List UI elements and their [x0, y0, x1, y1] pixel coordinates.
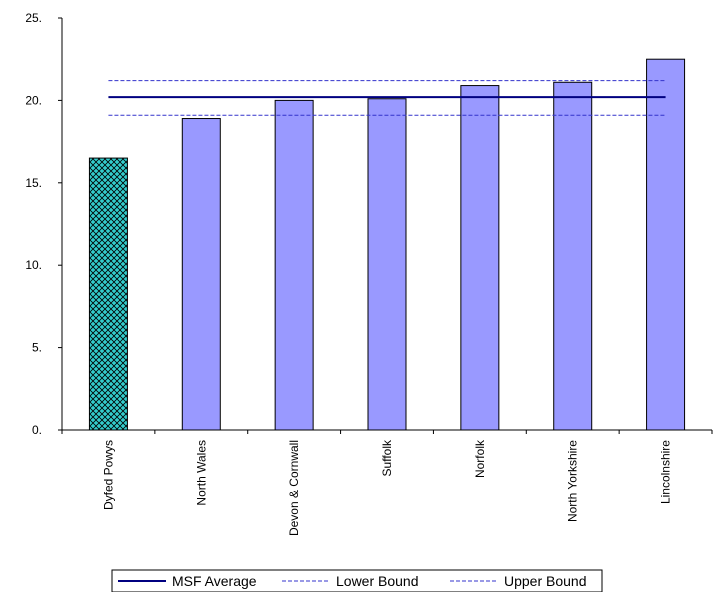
y-tick-label: 5.	[32, 341, 42, 355]
bar-lincolnshire	[646, 58, 686, 431]
bars	[88, 58, 686, 431]
x-tick-label: Lincolnshire	[659, 440, 673, 504]
legend-label: Lower Bound	[336, 573, 419, 589]
bar-north-yorkshire	[553, 81, 593, 431]
y-tick-label: 20.	[25, 93, 42, 107]
bar-devon-cornwall	[274, 99, 314, 431]
legend: MSF Average Lower Bound Upper Bound	[111, 569, 603, 592]
bar-suffolk	[367, 98, 407, 431]
x-tick-labels: Dyfed Powys North Wales Devon & Cornwall Su…	[101, 439, 672, 536]
bar-north-wales	[181, 118, 221, 431]
y-tick-label: 25.	[25, 11, 42, 25]
bar-norfolk	[460, 85, 500, 431]
x-tick-label: Dyfed Powys	[101, 440, 115, 510]
bar-dyfed-powys	[88, 157, 128, 431]
reference-lines	[108, 80, 666, 116]
legend-box	[111, 569, 603, 592]
legend-label: Upper Bound	[504, 573, 587, 589]
y-tick-label: 0.	[32, 423, 42, 437]
x-tick-label: North Wales	[194, 440, 208, 506]
y-tick-label: 15.	[25, 176, 42, 190]
x-tick-label: North Yorkshire	[566, 440, 580, 522]
x-tick-label: Devon & Cornwall	[287, 440, 301, 536]
x-tick-label: Suffolk	[380, 439, 394, 476]
y-tick-labels: 0. 5. 10. 15. 20. 25.	[25, 11, 42, 437]
y-tick-label: 10.	[25, 258, 42, 272]
x-tick-label: Norfolk	[473, 439, 487, 478]
legend-label: MSF Average	[172, 573, 257, 589]
